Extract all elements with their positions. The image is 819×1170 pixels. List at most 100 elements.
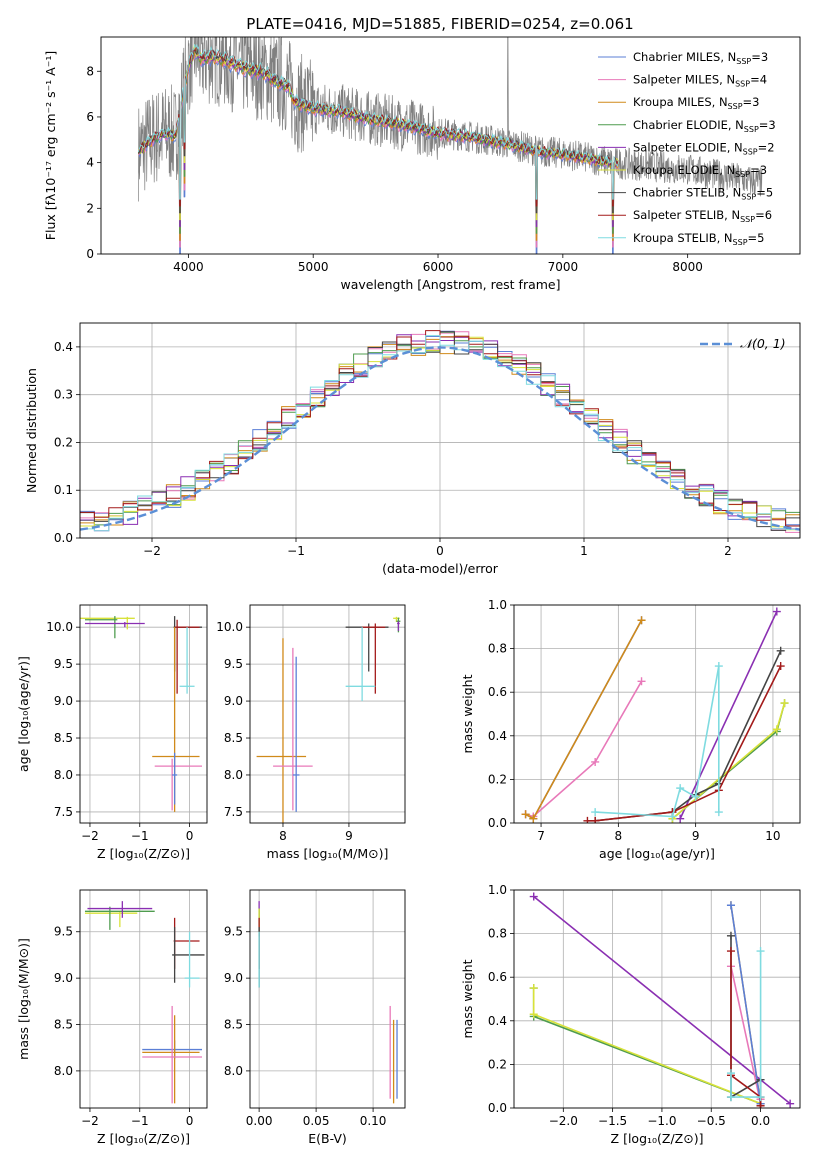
age-vs-mass-panel: 8 9 7.5 8.0 8.5 9.0 9.5 10.0 mass [log₁₀(M/M⊙)] xyxy=(216,604,406,861)
spectrum-panel: 4000 5000 6000 7000 8000 0 2 4 6 8 wavelength [Ang… xyxy=(43,36,801,292)
y-tick-label: 8.0 xyxy=(54,768,73,782)
legend-suffix: =5 xyxy=(756,186,773,200)
legend-entry: Kroupa STELIB, NSSP=5 xyxy=(633,231,764,247)
y-tick-label: 0.6 xyxy=(488,685,507,699)
x-axis-label: Z [log₁₀(Z/Z⊙)] xyxy=(97,1131,190,1146)
axes-frame xyxy=(249,889,406,1109)
legend-suffix: =3 xyxy=(751,50,768,64)
x-axis-label: Z [log₁₀(Z/Z⊙)] xyxy=(97,846,190,861)
mass-vs-ebv-panel: 0.00 0.05 0.10 8.0 8.5 9.0 9.5 E(B-V) xyxy=(224,889,406,1146)
y-tick-label: 9.0 xyxy=(54,694,73,708)
data-point-marker xyxy=(521,810,530,819)
data-point-marker xyxy=(529,892,538,901)
mass-weight-series-line xyxy=(525,619,643,820)
y-tick-label: 9.5 xyxy=(224,925,243,939)
data-point-marker xyxy=(583,816,592,823)
plot-area xyxy=(521,607,789,823)
residuals-panel: −2 −1 0 1 2 0.0 0.1 0.2 0.3 0.4 (data-model)/error… xyxy=(24,322,801,576)
x-axis-label: E(B-V) xyxy=(308,1131,347,1146)
y-tick-label: 0.4 xyxy=(54,340,73,354)
y-tick-label: 8.0 xyxy=(224,1064,243,1078)
y-axis-label: Flux [fλ10⁻¹⁷ erg cm⁻² s⁻¹ A⁻¹] xyxy=(43,51,58,240)
legend-subscript: SSP xyxy=(728,102,743,111)
data-point-marker xyxy=(676,784,685,793)
y-tick-label: 8.5 xyxy=(54,1018,73,1032)
data-point-marker xyxy=(776,646,785,655)
legend-entry: Chabrier MILES, NSSP=3 xyxy=(633,50,768,66)
x-tick-label: −2 xyxy=(143,544,161,558)
y-tick-label: 9.5 xyxy=(54,657,73,671)
mass-vs-metallicity-panel: −2 −1 0 8.0 8.5 9.0 9.5 Z [log₁₀(Z/Z⊙)] mass [lo… xyxy=(16,889,208,1146)
y-tick-label: 0.2 xyxy=(488,1057,507,1071)
plot-area xyxy=(84,901,205,1104)
legend-suffix: =3 xyxy=(759,118,776,132)
mass-weight-series-line xyxy=(532,988,761,1105)
data-point-marker xyxy=(756,1093,765,1102)
mass-weight-series-line xyxy=(532,988,761,1105)
legend-subscript: SSP xyxy=(740,215,755,224)
mass-weight-series-line xyxy=(730,951,762,1098)
legend-entry: Salpeter MILES, NSSP=4 xyxy=(633,73,767,89)
x-tick-label: 0 xyxy=(186,829,194,843)
data-point-marker xyxy=(591,808,600,817)
y-tick-label: 0.2 xyxy=(54,435,73,449)
x-tick-label: 8000 xyxy=(672,260,703,274)
x-tick-label: −1 xyxy=(131,829,149,843)
data-point-marker xyxy=(780,699,789,708)
mass-weight-series-line xyxy=(525,680,643,818)
data-point-marker xyxy=(776,662,785,671)
legend-entry: 𝒩(0, 1) xyxy=(740,336,786,351)
axes-frame xyxy=(79,604,208,824)
data-point-marker xyxy=(691,792,700,801)
x-axis-label: Z [log₁₀(Z/Z⊙)] xyxy=(611,1131,704,1146)
y-axis-label: mass weight xyxy=(460,674,475,753)
data-point-marker xyxy=(676,814,685,823)
legend-suffix: =6 xyxy=(755,208,772,222)
y-tick-label: 0.3 xyxy=(54,388,73,402)
axes-frame xyxy=(513,889,801,1109)
legend: Chabrier MILES, NSSP=3 Salpeter MILES, NS… xyxy=(598,50,776,247)
data-point-marker xyxy=(726,947,735,956)
data-point-marker xyxy=(772,607,781,616)
x-tick-label: 7000 xyxy=(548,260,579,274)
y-tick-label: 1.0 xyxy=(488,883,507,897)
legend-label: Salpeter STELIB, N xyxy=(633,208,740,222)
x-axis-label: wavelength [Angstrom, rest frame] xyxy=(340,277,560,292)
x-tick-label: 0.00 xyxy=(246,1114,273,1128)
y-tick-label: 8.0 xyxy=(54,1064,73,1078)
legend-subscript: SSP xyxy=(736,57,751,66)
y-tick-label: 0 xyxy=(86,247,94,261)
data-point-marker xyxy=(714,662,723,671)
plot-area xyxy=(138,37,763,254)
mass-weight-series-line xyxy=(679,611,778,819)
y-tick-label: 8.5 xyxy=(224,1018,243,1032)
x-tick-label: −2 xyxy=(81,1114,99,1128)
data-point-marker xyxy=(756,947,765,956)
y-tick-label: 7.5 xyxy=(224,805,243,819)
axes-frame xyxy=(79,889,208,1109)
y-tick-label: 6 xyxy=(86,110,94,124)
model-spectrum-line xyxy=(138,46,619,207)
legend-subscript: SSP xyxy=(743,147,758,156)
y-tick-label: 0.4 xyxy=(488,1014,507,1028)
legend-suffix: =4 xyxy=(750,73,767,87)
x-tick-label: 0 xyxy=(186,1114,194,1128)
data-point-marker xyxy=(726,901,735,910)
y-tick-label: 0.6 xyxy=(488,970,507,984)
mass-weight-vs-metallicity-panel: −2.0 −1.5 −1.0 −0.5 0.0 0.0 0.2 0.4 0.6 0.8 1.0 Z [… xyxy=(460,883,801,1146)
plot-area xyxy=(529,892,795,1108)
x-tick-label: 8 xyxy=(615,829,623,843)
legend-subscript: SSP xyxy=(735,170,750,179)
x-tick-label: 1 xyxy=(580,544,588,558)
y-tick-label: 0.4 xyxy=(488,729,507,743)
normal-distribution-curve xyxy=(80,346,800,531)
x-tick-label: −1.5 xyxy=(598,1114,627,1128)
mass-weight-series-line xyxy=(671,702,786,820)
plot-area xyxy=(80,616,203,812)
x-axis-label: mass [log₁₀(M/M⊙)] xyxy=(267,846,389,861)
data-point-marker xyxy=(529,814,538,823)
mass-weight-series-line xyxy=(595,665,720,818)
data-point-marker xyxy=(756,1101,765,1108)
y-axis-label: Normed distribution xyxy=(24,368,39,493)
